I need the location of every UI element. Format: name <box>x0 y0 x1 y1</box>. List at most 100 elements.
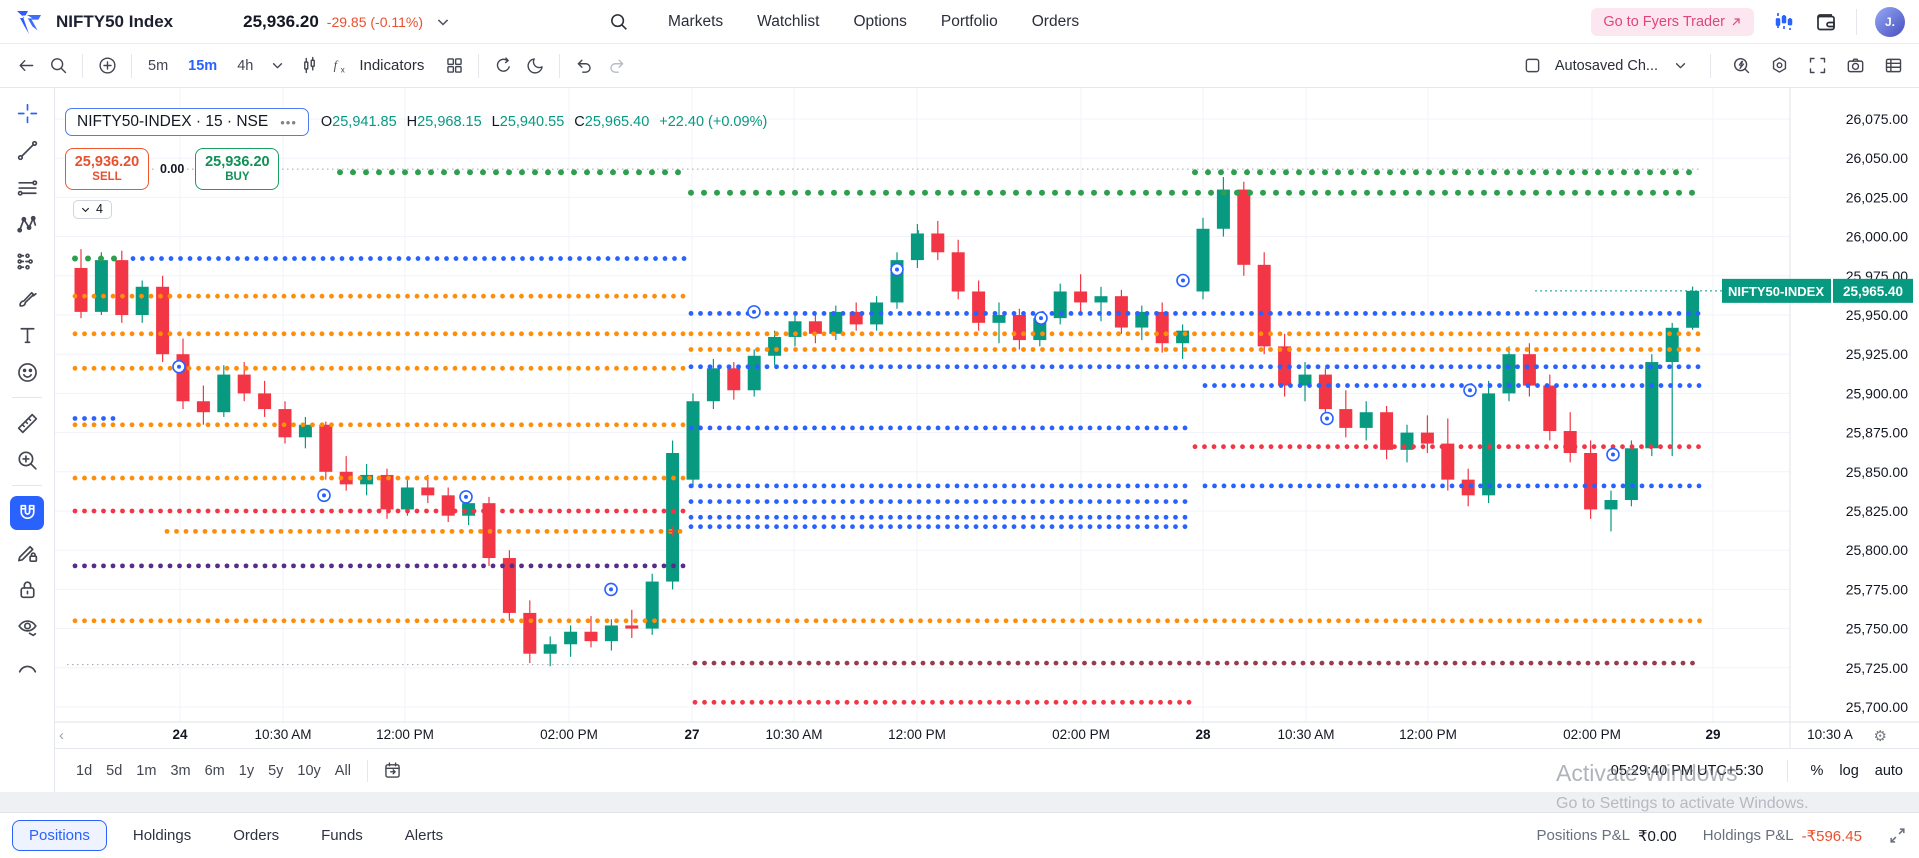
tab-positions[interactable]: Positions <box>12 820 107 851</box>
lock-all-tool[interactable] <box>10 574 44 604</box>
timeframe-15m[interactable]: 15m <box>188 57 218 74</box>
ohlc-value: 25,968.15 <box>417 114 482 130</box>
wallet-icon[interactable] <box>1814 10 1838 34</box>
layout-chevron-icon[interactable] <box>1664 50 1696 82</box>
svg-text:10:30 AM: 10:30 AM <box>1277 727 1334 742</box>
projection-tool[interactable] <box>10 246 44 276</box>
trendline-icon <box>17 140 37 160</box>
nav-markets[interactable]: Markets <box>668 12 724 30</box>
timeframe-5m[interactable]: 5m <box>148 57 169 74</box>
range-10y[interactable]: 10y <box>297 762 321 779</box>
tab-orders[interactable]: Orders <box>233 827 280 844</box>
flash-search-button[interactable] <box>1725 50 1757 82</box>
symbol-dropdown-chevron-icon[interactable] <box>433 12 453 32</box>
clock-timezone[interactable]: 05:29:40 PM UTC+5:30 <box>1610 762 1764 779</box>
collapsed-indicators-button[interactable]: 4 <box>73 200 112 219</box>
header-divider <box>1856 8 1857 35</box>
crosshair-icon <box>17 103 37 123</box>
buy-button[interactable]: 25,936.20 BUY <box>195 148 280 190</box>
chart-canvas[interactable]: 26,075.00 26,050.00 26,025.00 26,000.00 25,9… <box>55 88 1919 748</box>
forecast-icon <box>16 252 33 270</box>
compare-add-button[interactable] <box>91 50 123 82</box>
layout-name-dropdown[interactable]: Autosaved Ch... <box>1554 57 1658 74</box>
go-to-date-button[interactable] <box>377 755 409 787</box>
tab-alerts[interactable]: Alerts <box>404 827 444 844</box>
theme-toggle-moon-button[interactable] <box>519 50 551 82</box>
chart-column: 26,075.00 26,050.00 26,025.00 26,000.00 25,9… <box>55 88 1919 792</box>
range-all[interactable]: All <box>334 762 351 779</box>
nav-orders[interactable]: Orders <box>1031 12 1080 30</box>
range-5d[interactable]: 5d <box>106 762 123 779</box>
time-axis[interactable]: 24 10:30 AM 12:00 PM 02:00 PM 27 10:30 AM 12:0… <box>172 727 1852 742</box>
back-button[interactable] <box>10 50 42 82</box>
bottom-toolbar-right: 05:29:40 PM UTC+5:30 % log auto <box>1610 759 1903 782</box>
fullscreen-button[interactable] <box>1801 50 1833 82</box>
parallel-channel-tool[interactable] <box>10 172 44 202</box>
trend-line-tool[interactable] <box>10 135 44 165</box>
ohlc-value: 25,941.85 <box>332 114 397 130</box>
chart-legend: NIFTY50-INDEX · 15 · NSE ••• O25,941.85 H… <box>65 108 767 136</box>
holdings-pnl-label: Holdings P&L <box>1702 827 1794 844</box>
global-search-icon[interactable] <box>608 11 630 33</box>
range-1d[interactable]: 1d <box>76 762 93 779</box>
save-layout-checkbox[interactable] <box>1517 50 1549 82</box>
sell-button[interactable]: 25,936.20 SELL <box>65 148 149 190</box>
svg-text:10:30 A: 10:30 A <box>1807 727 1853 742</box>
timeframe-4h[interactable]: 4h <box>237 57 254 74</box>
range-1m[interactable]: 1m <box>136 762 157 779</box>
svg-text:26,000.00: 26,000.00 <box>1846 229 1908 245</box>
legend-more-button[interactable]: ••• <box>280 114 297 130</box>
symbol-search-button[interactable] <box>42 50 74 82</box>
go-to-fyers-trader-button[interactable]: Go to Fyers Trader <box>1591 7 1754 36</box>
expand-panel-icon[interactable] <box>1888 826 1907 845</box>
axis-collapse-chevron-icon[interactable]: ‹ <box>59 727 64 744</box>
zoom-in-tool[interactable] <box>10 445 44 475</box>
charts-icon[interactable] <box>1772 10 1796 34</box>
svg-text:27: 27 <box>684 727 699 742</box>
emoji-tool[interactable] <box>10 357 44 387</box>
chart-settings-button[interactable] <box>1763 50 1795 82</box>
svg-text:25,775.00: 25,775.00 <box>1846 581 1908 597</box>
price-axis[interactable]: 26,075.00 26,050.00 26,025.00 26,000.00 25,9… <box>1846 111 1908 715</box>
nav-portfolio[interactable]: Portfolio <box>940 12 998 30</box>
nav-options[interactable]: Options <box>853 12 907 30</box>
snapshot-camera-button[interactable] <box>1839 50 1871 82</box>
remove-drawings-tool[interactable] <box>10 648 44 678</box>
svg-text:10:30 AM: 10:30 AM <box>765 727 822 742</box>
legend-symbol-pill[interactable]: NIFTY50-INDEX · 15 · NSE ••• <box>65 108 309 136</box>
layout-grid-button[interactable] <box>438 50 470 82</box>
svg-text:26,050.00: 26,050.00 <box>1846 150 1908 166</box>
indicators-button[interactable]: Indicators <box>359 57 425 74</box>
magnet-tool[interactable] <box>10 496 44 530</box>
nav-watchlist[interactable]: Watchlist <box>757 12 820 30</box>
range-1y[interactable]: 1y <box>238 762 255 779</box>
fyers-logo-icon[interactable] <box>14 7 44 37</box>
undo-button[interactable] <box>568 50 600 82</box>
hide-drawings-tool[interactable] <box>10 611 44 641</box>
zoomin-icon <box>17 450 37 470</box>
timeframe-dropdown-chevron-icon[interactable] <box>261 50 293 82</box>
redo-button[interactable] <box>600 50 632 82</box>
drawing-lock-tool[interactable] <box>10 537 44 567</box>
time-axis-settings-gear-icon[interactable]: ⚙ <box>1873 728 1887 745</box>
text-tool[interactable] <box>10 320 44 350</box>
crosshair-tool[interactable] <box>10 98 44 128</box>
tab-holdings[interactable]: Holdings <box>132 827 192 844</box>
chart-type-button[interactable] <box>293 50 325 82</box>
scale-log[interactable]: log <box>1839 762 1859 779</box>
brush-tool[interactable] <box>10 283 44 313</box>
panels-button[interactable] <box>1877 50 1909 82</box>
measure-tool[interactable] <box>10 408 44 438</box>
scale-percent[interactable]: % <box>1810 762 1824 779</box>
tab-funds[interactable]: Funds <box>321 827 363 844</box>
magnet-icon <box>19 504 35 519</box>
user-avatar[interactable]: J. <box>1875 6 1905 37</box>
range-5y[interactable]: 5y <box>268 762 284 779</box>
refresh-button[interactable] <box>487 50 519 82</box>
brush-icon <box>18 291 37 307</box>
range-3m[interactable]: 3m <box>170 762 191 779</box>
scale-auto[interactable]: auto <box>1874 762 1903 779</box>
range-6m[interactable]: 6m <box>204 762 225 779</box>
pattern-tool[interactable] <box>10 209 44 239</box>
